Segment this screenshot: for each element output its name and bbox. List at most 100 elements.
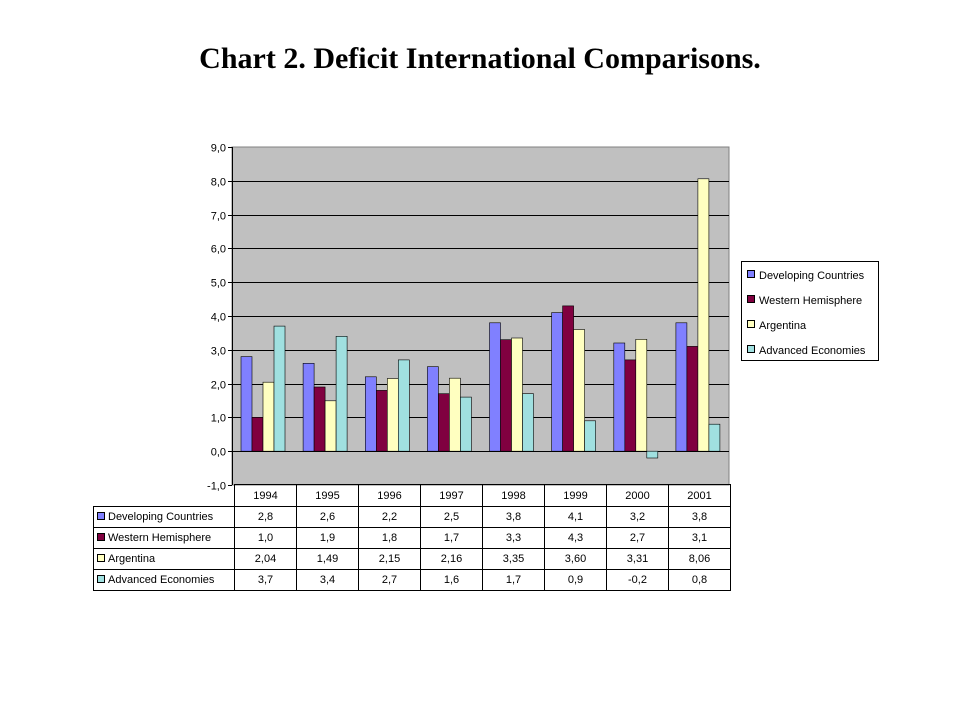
- table-cell-value: 4,1: [544, 506, 607, 528]
- table-cell-value: 2,04: [234, 548, 297, 570]
- bar: [449, 377, 461, 452]
- table-cell-value: 3,8: [482, 506, 545, 528]
- table-year-header: 2000: [606, 484, 669, 507]
- bar: [273, 325, 286, 452]
- table-cell-value: 3,60: [544, 548, 607, 570]
- table-cell-value: 3,2: [606, 506, 669, 528]
- table-cell-value: 3,35: [482, 548, 545, 570]
- table-cell-value: 2,16: [420, 548, 483, 570]
- y-tick-label: 3,0: [211, 346, 226, 358]
- bar: [522, 393, 534, 452]
- legend-label: Advanced Economies: [759, 345, 866, 357]
- y-tick-label: 1,0: [211, 413, 226, 425]
- y-tick-label: 8,0: [211, 177, 226, 189]
- table-cell-value: 2,5: [420, 506, 483, 528]
- bar: [584, 420, 596, 452]
- table-cell-value: 1,7: [420, 527, 483, 549]
- table-swatch: [97, 533, 105, 541]
- table-series-name: Western Hemisphere: [108, 532, 212, 544]
- y-tick-label: 5,0: [211, 278, 226, 290]
- table-year-header: 1996: [358, 484, 421, 507]
- bar: [386, 378, 399, 452]
- table-cell-value: 3,1: [668, 527, 731, 549]
- chart-title: Chart 2. Deficit International Compariso…: [199, 42, 761, 75]
- table-header-row: 1994 1995 1996 1997 1998 1999 2000 2001: [94, 484, 731, 507]
- y-tick-label: 2,0: [211, 380, 226, 392]
- legend-label: Western Hemisphere: [759, 295, 863, 307]
- bar: [427, 366, 439, 452]
- table-row: Western Hemisphere 1,0 1,9 1,8 1,7 3,3 4,3 2,7 3…: [93, 527, 731, 549]
- y-tick-label: -1,0: [207, 481, 226, 493]
- table-year-header: 1997: [420, 484, 483, 507]
- bar: [397, 359, 410, 452]
- y-tick-label: 0,0: [211, 447, 226, 459]
- table-corner: [94, 485, 235, 507]
- table-series-label: Developing Countries: [93, 506, 235, 528]
- legend-item: Western Hemisphere: [747, 294, 862, 308]
- bar: [562, 305, 574, 452]
- table-cell-value: 1,49: [296, 548, 359, 570]
- bar: [697, 178, 710, 452]
- table-series-label: Argentina: [93, 548, 235, 570]
- table-swatch: [97, 512, 105, 520]
- bar: [313, 386, 326, 452]
- legend-item: Developing Countries: [747, 269, 864, 283]
- table-cell-value: 2,2: [358, 506, 421, 528]
- y-tick-label: 6,0: [211, 244, 226, 256]
- table-row: Advanced Economies 3,7 3,4 2,7 1,6 1,7 0,9 -0,2…: [93, 569, 731, 591]
- table-cell-value: 0,9: [544, 569, 607, 591]
- table-cell-value: 0,8: [668, 569, 731, 591]
- bar: [438, 393, 450, 452]
- bar: [489, 322, 501, 452]
- table-row: Argentina 2,04 1,49 2,15 2,16 3,35 3,60 3,31 8,0…: [93, 548, 731, 570]
- table-cell-value: 1,6: [420, 569, 483, 591]
- table-swatch: [97, 554, 105, 562]
- bar: [335, 335, 348, 452]
- table-cell-value: 1,0: [234, 527, 297, 549]
- table-cell-value: 1,9: [296, 527, 359, 549]
- table-cell-value: 3,7: [234, 569, 297, 591]
- bar: [364, 376, 377, 452]
- table-cell-value: 1,8: [358, 527, 421, 549]
- table-cell-value: 3,4: [296, 569, 359, 591]
- table-row: Developing Countries 2,8 2,6 2,2 2,5 3,8 4,1 3,…: [93, 506, 731, 528]
- table-cell-value: -0,2: [606, 569, 669, 591]
- table-cell-value: 4,3: [544, 527, 607, 549]
- table-series-label: Advanced Economies: [93, 569, 235, 591]
- bar: [500, 339, 512, 452]
- legend-label: Developing Countries: [759, 270, 865, 282]
- bar: [708, 423, 721, 452]
- bar: [646, 450, 659, 459]
- y-tick-label: 9,0: [211, 143, 226, 155]
- table-series-name: Developing Countries: [108, 511, 214, 523]
- table-swatch: [97, 575, 105, 583]
- table-series-name: Advanced Economies: [108, 574, 215, 586]
- bar: [375, 390, 388, 452]
- legend-swatch: [747, 320, 755, 328]
- table-cell-value: 8,06: [668, 548, 731, 570]
- legend-swatch: [747, 295, 755, 303]
- table-year-header: 1998: [482, 484, 545, 507]
- table-cell-value: 2,15: [358, 548, 421, 570]
- table-cell-value: 1,7: [482, 569, 545, 591]
- bar: [324, 400, 337, 452]
- table-cell-value: 2,7: [358, 569, 421, 591]
- table-cell-value: 3,31: [606, 548, 669, 570]
- legend-item: Argentina: [747, 319, 806, 333]
- bar: [686, 346, 699, 452]
- bar: [302, 362, 315, 452]
- legend-item: Advanced Economies: [747, 344, 865, 358]
- bar: [251, 417, 264, 452]
- legend-label: Argentina: [759, 320, 807, 332]
- table-year-header: 2001: [668, 484, 731, 507]
- bar: [262, 381, 275, 452]
- table-series-name: Argentina: [108, 553, 156, 565]
- bar: [675, 322, 688, 452]
- bar: [624, 359, 637, 452]
- table-series-label: Western Hemisphere: [93, 527, 235, 549]
- bar: [635, 338, 648, 452]
- table-year-header: 1999: [544, 484, 607, 507]
- bar: [511, 337, 523, 452]
- bar: [551, 312, 563, 452]
- legend-swatch: [747, 270, 755, 278]
